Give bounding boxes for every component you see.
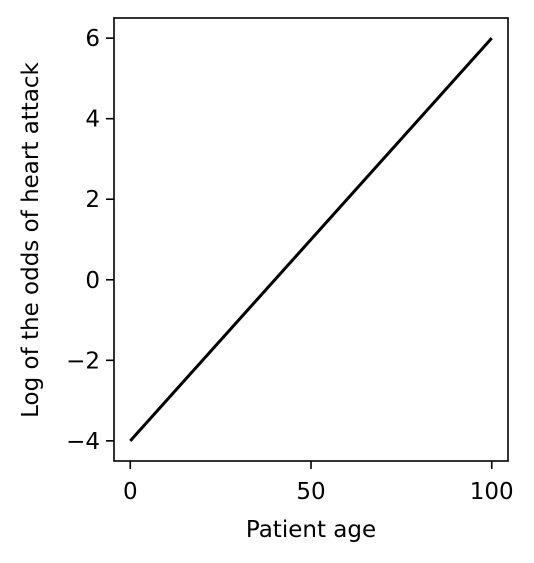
y-axis-label: Log of the odds of heart attack (18, 61, 44, 417)
x-tick-label: 100 (470, 479, 514, 505)
y-tick-label: 6 (85, 26, 100, 52)
y-tick-label: 4 (85, 107, 100, 133)
series-line (129, 37, 493, 442)
y-axis-ticks: −4 −2 0 2 4 6 (66, 26, 114, 455)
x-tick-label: 50 (296, 479, 325, 505)
plot-frame (113, 17, 509, 462)
y-tick-label: 2 (85, 187, 100, 213)
x-axis-label: Patient age (246, 517, 376, 543)
y-tick-label: −4 (66, 429, 100, 455)
x-tick-label: 0 (123, 479, 138, 505)
y-tick-label: 0 (85, 268, 100, 294)
y-tick-label: −2 (66, 348, 100, 374)
x-axis-ticks: 0 50 100 (123, 461, 514, 505)
